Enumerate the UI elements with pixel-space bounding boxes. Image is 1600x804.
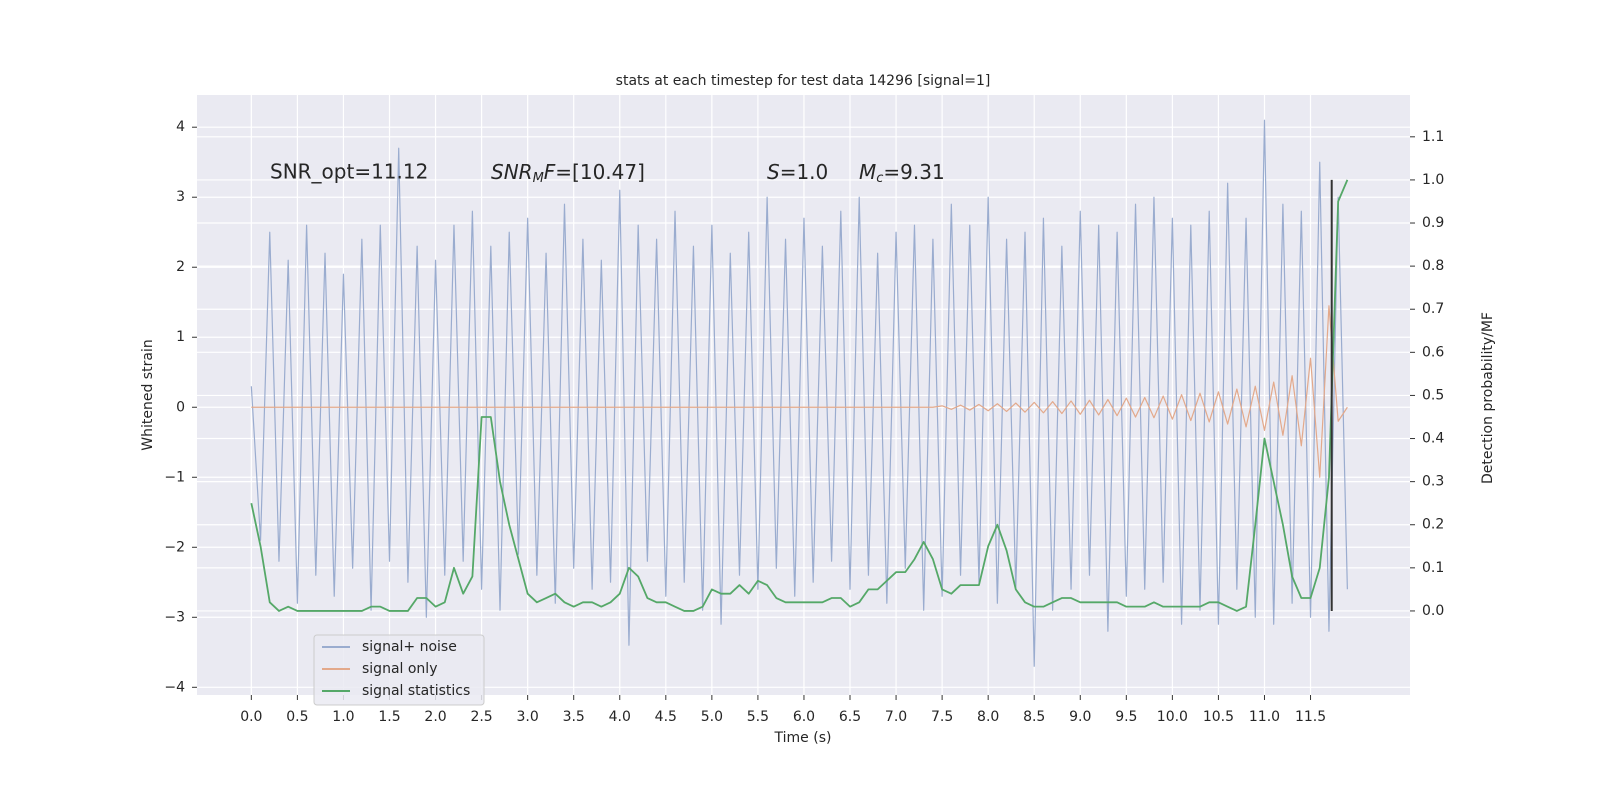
annotation-part: F — [544, 160, 556, 184]
y2-tick-label: 0.0 — [1422, 603, 1444, 619]
y2-tick-label: 0.5 — [1422, 387, 1444, 403]
annotation-part: =1.0 — [780, 160, 829, 184]
y-tick-label: 2 — [176, 259, 185, 275]
x-tick-label: 6.5 — [839, 709, 861, 725]
annotation: SNR_opt=11.12 — [270, 160, 428, 184]
chart-title: stats at each timestep for test data 142… — [616, 73, 991, 89]
y2-tick-label: 0.9 — [1422, 215, 1444, 231]
annotation: Mc=9.31 — [859, 160, 945, 186]
x-tick-label: 3.5 — [563, 709, 585, 725]
x-tick-label: 3.0 — [517, 709, 539, 725]
x-tick-label: 1.5 — [378, 709, 400, 725]
x-tick-label: 5.5 — [747, 709, 769, 725]
annotation-part: =[10.47] — [555, 160, 645, 184]
x-tick-label: 4.5 — [655, 709, 677, 725]
x-tick-label: 1.0 — [332, 709, 354, 725]
y-tick-label: 0 — [176, 399, 185, 415]
legend: signal+ noise signal only signal statistic… — [313, 634, 485, 706]
annotation-part: S — [767, 160, 780, 184]
x-tick-label: 0.0 — [240, 709, 262, 725]
axes: 0.0 0.5 1.0 1.5 2.0 2.5 3.0 3.5 4.0 4.5 5.0 5.5 6.0 6… — [164, 119, 1444, 725]
x-tick-label: 2.0 — [424, 709, 446, 725]
x-tick-label: 9.5 — [1115, 709, 1137, 725]
x-tick-label: 9.0 — [1069, 709, 1091, 725]
series-line — [250, 179, 1349, 612]
x-tick-label: 0.5 — [286, 709, 308, 725]
y2-tick-label: 0.8 — [1422, 258, 1444, 274]
x-tick-label: 5.0 — [701, 709, 723, 725]
legend-box — [313, 634, 485, 706]
y2-axis-label: Detection probability/MF — [1480, 312, 1496, 484]
x-tick-label: 8.5 — [1023, 709, 1045, 725]
x-tick-label: 8.0 — [977, 709, 999, 725]
x-axis-label: Time (s) — [774, 730, 832, 746]
marks — [250, 119, 1349, 667]
y2-tick-label: 0.6 — [1422, 344, 1444, 360]
annotation: S=1.0 — [767, 160, 828, 184]
annotation-sub: c — [876, 171, 883, 186]
x-tick-label: 10.0 — [1157, 709, 1188, 725]
y-tick-label: 1 — [176, 329, 185, 345]
annotation-part: M — [859, 160, 876, 184]
y2-tick-label: 0.2 — [1422, 517, 1444, 533]
y2-tick-label: 0.1 — [1422, 560, 1444, 576]
x-tick-label: 2.5 — [470, 709, 492, 725]
annotation: SNRMF=[10.47] — [491, 160, 645, 186]
x-tick-label: 6.0 — [793, 709, 815, 725]
y2-tick-label: 1.1 — [1422, 129, 1444, 145]
x-tick-label: 4.0 — [609, 709, 631, 725]
y-tick-label: −1 — [164, 469, 185, 485]
x-tick-label: 7.0 — [885, 709, 907, 725]
legend-label: signal+ noise — [362, 639, 457, 655]
y-tick-label: −2 — [164, 539, 185, 555]
x-tick-label: 10.5 — [1203, 709, 1234, 725]
y-axis-label: Whitened strain — [140, 339, 156, 450]
legend-label: signal statistics — [362, 683, 470, 699]
y-tick-label: −4 — [164, 679, 185, 695]
legend-label: signal only — [362, 661, 437, 677]
series-line — [251, 305, 1348, 478]
x-tick-label: 11.0 — [1249, 709, 1280, 725]
annotation-part: SNR — [491, 160, 533, 184]
y-tick-label: 3 — [176, 189, 185, 205]
y2-tick-label: 0.4 — [1422, 431, 1444, 447]
x-tick-label: 7.5 — [931, 709, 953, 725]
y2-tick-label: 0.3 — [1422, 474, 1444, 490]
y2-tick-label: 1.0 — [1422, 172, 1444, 188]
x-tick-label: 11.5 — [1295, 709, 1326, 725]
annotation-sub: M — [533, 171, 544, 186]
y-tick-label: −3 — [164, 609, 185, 625]
y2-tick-label: 0.7 — [1422, 301, 1444, 317]
annotation-part: =9.31 — [883, 160, 944, 184]
y-tick-label: 4 — [176, 119, 185, 135]
